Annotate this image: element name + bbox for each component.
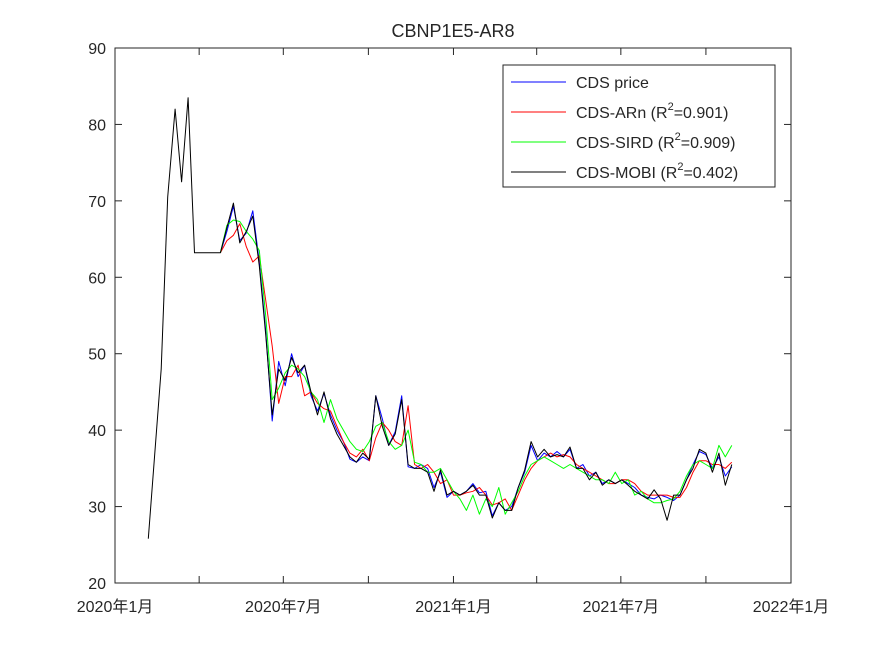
- legend-entry: CDS-SIRD (R2=0.909): [576, 131, 736, 152]
- legend-box: [502, 64, 776, 188]
- series-line-cds-mobi: [147, 97, 733, 539]
- y-tick-label: 40: [88, 423, 106, 440]
- legend-entry-label: CDS-SIRD (R: [576, 135, 675, 152]
- y-tick-label: 60: [88, 270, 106, 287]
- legend-entry-label: CDS-ARn (R: [576, 105, 668, 122]
- y-tick-label: 30: [88, 500, 106, 517]
- x-tick-label: 2021年7月: [583, 598, 660, 616]
- legend-entry-r2: =0.402): [683, 165, 738, 182]
- legend-entry-superscript: 2: [677, 161, 683, 173]
- legend-entry: CDS-ARn (R2=0.901): [576, 101, 728, 122]
- x-tick-label: 2020年1月: [77, 598, 154, 616]
- y-tick-label: 50: [88, 347, 106, 364]
- series-layer: [147, 97, 733, 539]
- legend-entry-r2: =0.901): [674, 105, 729, 122]
- legend-entry-r2: =0.909): [681, 135, 736, 152]
- legend-entry-label: CDS-MOBI (R: [576, 165, 677, 182]
- legend-entry-superscript: 2: [675, 131, 681, 143]
- axes-layer: 20 30 40 50 60 70 80 90 2020年1月 2020年7月 2021年1月 202…: [77, 41, 830, 616]
- y-tick-label: 70: [88, 194, 106, 211]
- chart-title: CBNP1E5-AR8: [391, 21, 514, 41]
- x-tick-label: 2022年1月: [753, 598, 830, 616]
- legend-entry: CDS price: [576, 75, 649, 92]
- x-tick-label: 2020年7月: [245, 598, 322, 616]
- legend-entry-superscript: 2: [668, 101, 674, 113]
- x-tick-label: 2021年1月: [415, 598, 492, 616]
- y-tick-label: 20: [88, 576, 106, 593]
- series-line-cds-sird: [219, 219, 733, 515]
- y-tick-label: 90: [88, 41, 106, 58]
- y-tick-label: 80: [88, 117, 106, 134]
- legend-entry: CDS-MOBI (R2=0.402): [576, 161, 738, 182]
- legend-entry-label: CDS price: [576, 75, 649, 92]
